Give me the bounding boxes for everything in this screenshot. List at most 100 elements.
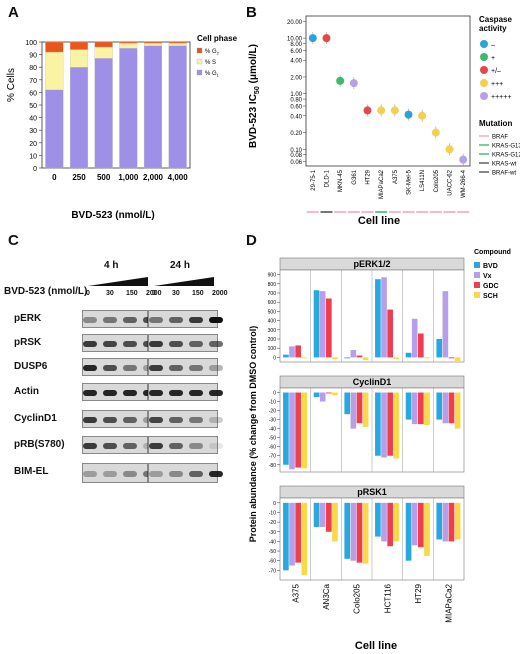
chart-b-xtick-label: 29-75-1	[311, 169, 317, 190]
facet-bar	[375, 502, 381, 537]
blot-row-label: pERK	[14, 313, 42, 324]
dose-wedge	[154, 277, 214, 286]
facet-bar	[454, 357, 461, 362]
facet-bar	[405, 352, 412, 358]
chart-a-xlabel: BVD-523 (nmol/L)	[71, 210, 154, 220]
chart-b-xlabel: Cell line	[358, 215, 400, 227]
chart-a-ytick-label: 50	[29, 103, 37, 110]
chart-b-point	[336, 76, 345, 85]
facet-ytick-label: -30	[269, 530, 276, 536]
facet-ytick-label: -20	[269, 520, 276, 526]
chart-d-xtick-label: HT29	[414, 583, 423, 603]
chart-a-ytick-label: 30	[29, 128, 37, 135]
blot-band	[149, 417, 163, 423]
blot-band	[123, 443, 137, 449]
facet-bar	[313, 392, 320, 398]
facet-ytick-label: 800	[268, 282, 277, 288]
chart-a-legend-label: % S	[205, 60, 216, 66]
facet-ytick-label: 100	[268, 346, 277, 352]
chart-d-xtick-label: AN3Ca	[322, 583, 331, 609]
chart-a-bar-segment	[168, 43, 187, 46]
dose-wedge	[88, 277, 148, 286]
blot-band	[149, 390, 163, 396]
facet-ytick-label: 0	[273, 355, 276, 361]
compound-legend-label: Vx	[483, 273, 492, 280]
blot-band	[149, 365, 163, 371]
facet-bar	[332, 392, 338, 396]
chart-b-ytick-label: 0.10	[290, 148, 302, 154]
facet-bar	[350, 502, 357, 561]
chart-d-xtick-label: HCT116	[383, 583, 392, 613]
chart-a-legend-label: % G1	[205, 71, 220, 78]
dose-label: BVD-523 (nmol/L)	[4, 286, 88, 297]
blot-band	[169, 471, 183, 477]
facet-bar	[289, 346, 295, 358]
facet-bar	[393, 357, 400, 360]
chart-a-ytick-label: 20	[29, 141, 37, 148]
caspase-legend-label: +/–	[491, 68, 501, 75]
blot-band	[103, 317, 117, 323]
blot-band	[189, 365, 203, 371]
facet-bar	[405, 392, 412, 420]
dose-tick-label: 2000	[146, 290, 162, 297]
blot-band	[209, 317, 223, 323]
facet-ytick-label: -20	[269, 409, 276, 415]
facet-bar	[295, 345, 301, 358]
chart-a-ytick-label: 100	[25, 40, 37, 47]
chart-b-ytick-label: 4.00	[290, 59, 302, 65]
chart-a-bar-segment	[143, 43, 163, 46]
time-4h-label: 4 h	[104, 260, 119, 271]
facet-bar	[381, 502, 387, 542]
chart-b-ytick-label: 6.00	[290, 49, 302, 55]
chart-b-ytick-label: 2.00	[290, 75, 302, 81]
facet-ytick-label: 300	[268, 328, 277, 334]
western-blot-panel: 4 h 24 h BVD-523 (nmol/L) 0 30 150 2000 0 30 1…	[0, 250, 240, 650]
panel-letter-b: B	[246, 4, 257, 21]
facet-ytick-label: -30	[269, 418, 276, 424]
blot-row-label: BIM-EL	[14, 466, 49, 477]
chart-b-xtick-label: A375	[393, 169, 399, 184]
chart-b-point	[308, 34, 317, 43]
facet-bar	[344, 357, 351, 359]
mutation-legend-label: KRAS-wt	[492, 162, 517, 168]
facet-bar	[301, 502, 308, 576]
facet-bar	[356, 355, 363, 358]
blot-row-label: pRB(S780)	[14, 439, 65, 450]
caspase-legend-swatch	[480, 53, 488, 61]
blot-strip	[82, 463, 157, 483]
chart-a-bar-segment	[94, 41, 113, 48]
blot-strip	[82, 310, 157, 328]
facet-bar	[313, 290, 320, 358]
panel-letter-d: D	[246, 232, 257, 249]
blot-strip	[148, 463, 223, 483]
chart-b-point	[390, 106, 399, 115]
facet-ytick-label: 700	[268, 291, 277, 297]
chart-b-xtick-label: SK-Mel-5	[407, 169, 413, 195]
chart-a-legend-label: % G2	[205, 49, 220, 56]
blot-band	[103, 443, 117, 449]
chart-b-ytick-label: 1.00	[290, 92, 302, 98]
facet-ytick-label: 0	[273, 501, 276, 507]
chart-a-ytick-label: 40	[29, 116, 37, 123]
ic50-scatter-chart: BVD-523 IC50 (μmol/L) Cell line Caspase …	[248, 15, 520, 227]
facet-ytick-label: -10	[269, 510, 276, 516]
chart-a-bar-segment	[69, 41, 89, 50]
caspase-legend-swatch	[480, 66, 488, 74]
chart-a-legend-swatch	[196, 69, 203, 76]
facet-ytick-label: -80	[269, 463, 276, 469]
chart-b-xtick-label: DLD-1	[325, 169, 331, 187]
compound-legend-label: SCH	[483, 293, 498, 300]
facet-title: CyclinD1	[353, 377, 392, 387]
facet-bar	[283, 354, 289, 358]
blot-band	[209, 417, 223, 423]
facet-bar	[356, 392, 363, 424]
facet-bar	[381, 392, 387, 458]
facet-ytick-label: -70	[269, 454, 276, 460]
compound-legend-label: GDC	[483, 283, 499, 290]
chart-a-bar-segment	[143, 45, 163, 169]
facet-bar	[326, 392, 332, 394]
chart-a-bar-segment	[45, 89, 64, 169]
facet-bar	[424, 357, 430, 359]
blot-strip	[148, 310, 223, 328]
caspase-legend-title2: activity	[479, 24, 507, 33]
